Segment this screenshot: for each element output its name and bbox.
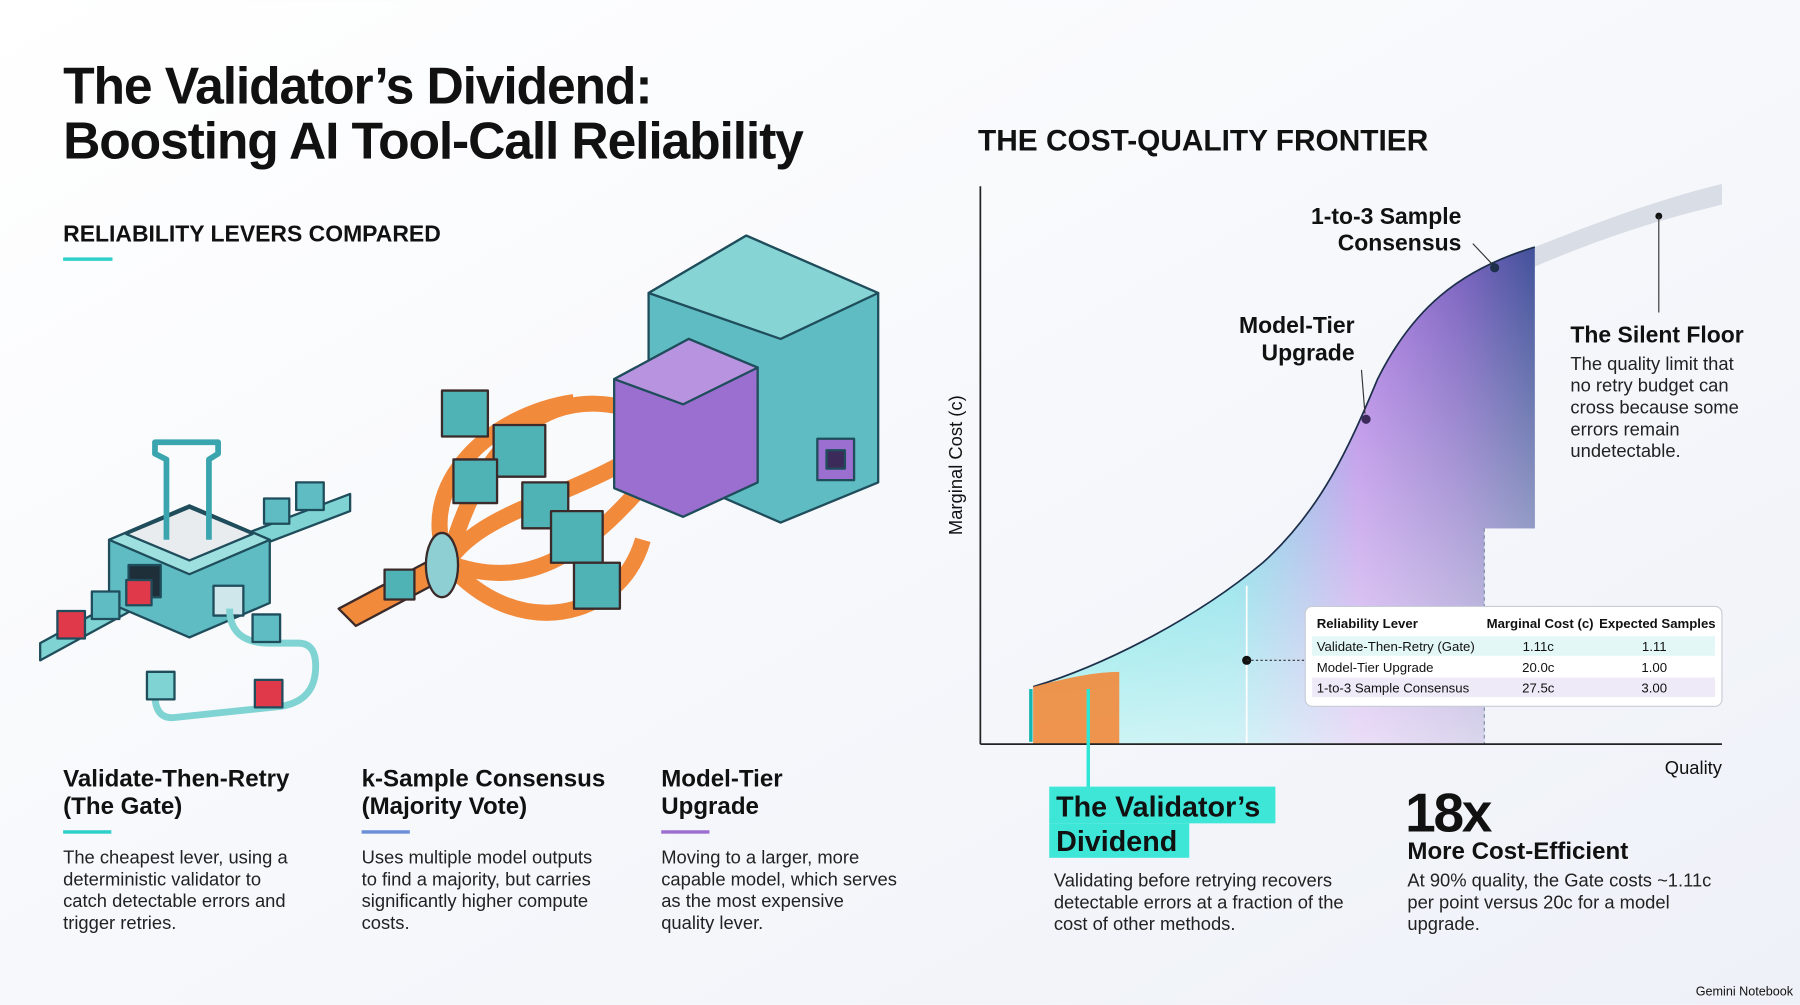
lever-title: Validate-Then-Retry (The Gate) [63, 766, 290, 821]
pointer [1360, 369, 1366, 414]
table-cell: 1.00 [1641, 660, 1667, 675]
table-header: Marginal Cost (c) [1487, 616, 1594, 631]
lever-title: k-Sample Consensus (Majority Vote) [362, 766, 606, 821]
annotation: Model-Tier Upgrade [1239, 312, 1355, 366]
illustration [39, 439, 352, 722]
lever-description: Uses multiple model outputs to find a maj… [362, 847, 593, 933]
annotation-text: The quality limit that no retry budget ca… [1570, 353, 1738, 461]
section-heading: RELIABILITY LEVERS COMPARED [63, 220, 441, 246]
lever: Validate-Then-Retry (The Gate) The cheape… [63, 766, 290, 933]
stat-value: 18x [1405, 781, 1493, 843]
pointer [1472, 243, 1493, 265]
annotation: 1-to-3 Sample Consensus [1311, 203, 1461, 255]
highlight [1049, 786, 1276, 824]
annotation-title: The Silent Floor [1570, 321, 1743, 347]
y-axis-label: Marginal Cost (c) [945, 395, 966, 535]
table-cell: 27.5c [1522, 680, 1555, 695]
lever-title: Model-Tier Upgrade [661, 766, 783, 821]
underline [361, 830, 410, 834]
underline [63, 830, 112, 834]
underline [63, 257, 113, 261]
title: The Validator’s Dividend: Boosting AI To… [63, 57, 804, 170]
illustration [613, 234, 880, 524]
table-cell: 1-to-3 Sample Consensus [1317, 680, 1470, 695]
lever-description: Moving to a larger, more capable model, w… [661, 847, 897, 933]
x-axis-label: Quality [1665, 757, 1723, 778]
illustration [337, 389, 672, 628]
table-cell: Validate-Then-Retry (Gate) [1317, 639, 1475, 654]
lever: k-Sample Consensus (Majority Vote) Uses m… [361, 766, 606, 933]
table-cell: Model-Tier Upgrade [1317, 660, 1434, 675]
highlight [1049, 823, 1190, 858]
chart-heading: THE COST-QUALITY FRONTIER [978, 125, 1428, 158]
lever: Model-Tier Upgrade Moving to a larger, mo… [661, 766, 897, 933]
callout-title: The Validator’s Dividend [1056, 791, 1260, 857]
callout-text: Validating before retrying recovers detec… [1054, 869, 1344, 934]
table: Reliability Lever Marginal Cost (c) Expect… [1304, 605, 1723, 707]
table-cell: 1.11 [1642, 639, 1667, 654]
table-cell: 20.0c [1522, 660, 1555, 675]
footer: Gemini Notebook [1696, 985, 1794, 999]
stat-text: At 90% quality, the Gate costs ~1.11c per… [1407, 869, 1711, 934]
underline [661, 830, 710, 834]
stat-label: More Cost-Efficient [1407, 838, 1628, 865]
table-header: Reliability Lever [1317, 616, 1418, 631]
table-header: Expected Samples [1599, 616, 1716, 631]
table-cell: 1.11c [1523, 639, 1555, 654]
row-bg [1312, 677, 1716, 698]
table-cell: 3.00 [1641, 680, 1667, 695]
row-bg [1312, 636, 1716, 656]
lever-description: The cheapest lever, using a deterministic… [63, 847, 288, 933]
